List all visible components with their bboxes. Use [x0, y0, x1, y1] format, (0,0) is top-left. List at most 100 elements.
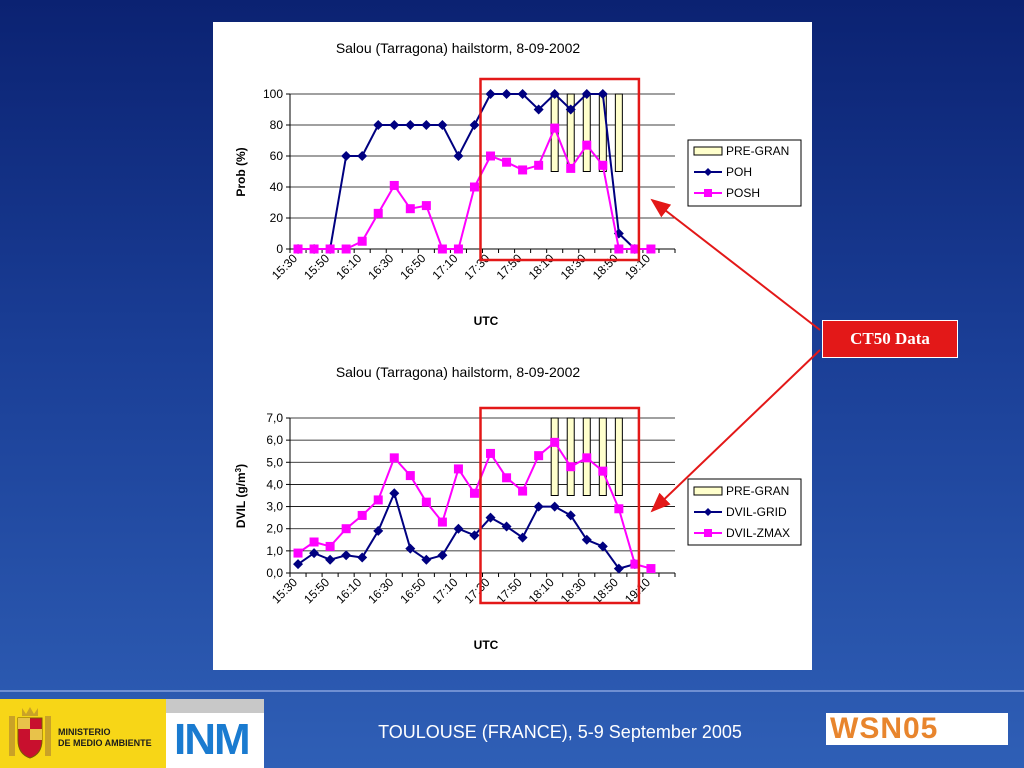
chart-dvil: Salou (Tarragona) hailstorm, 8-09-2002 0,… — [234, 364, 802, 652]
c0-legend-label: POSH — [726, 186, 760, 200]
c0-point-posh — [437, 244, 447, 254]
c1-point-dvil-zmax — [566, 462, 576, 472]
c0-x-axis-label: UTC — [474, 314, 499, 328]
inm-logo-text: INM — [174, 715, 251, 764]
c1-point-dvil-zmax — [405, 471, 415, 481]
c1-y-tick-label: 2,0 — [266, 522, 283, 536]
c0-legend-label: PRE-GRAN — [726, 144, 789, 158]
c0-series-line-poh — [298, 92, 636, 250]
c0-point-poh — [565, 104, 576, 115]
c1-legend-label: DVIL-ZMAX — [726, 526, 790, 540]
ministry-logo: MINISTERIO DE MEDIO AMBIENTE — [0, 699, 166, 768]
c1-series-line-dvil-grid — [297, 490, 636, 570]
c1-y-tick-label: 6,0 — [266, 433, 283, 447]
c1-point-dvil-grid — [357, 552, 368, 563]
c1-point-dvil-grid — [533, 501, 544, 512]
c1-point-dvil-grid — [325, 554, 336, 565]
c0-point-posh — [486, 151, 496, 161]
c1-pregran-bar — [598, 417, 607, 496]
c0-point-posh — [373, 208, 383, 218]
c0-legend: PRE-GRAN POH POSH — [687, 139, 802, 207]
inm-logo: INM — [166, 699, 264, 768]
c1-point-dvil-grid — [341, 550, 352, 561]
c0-point-poh — [517, 89, 528, 99]
inm-logo-band — [166, 699, 264, 713]
c0-title: Salou (Tarragona) hailstorm, 8-09-2002 — [336, 40, 581, 56]
c0-point-poh — [501, 89, 512, 99]
c1-legend-marker — [704, 508, 712, 516]
c1-y-tick-label: 5,0 — [266, 455, 283, 469]
c1-legend-marker — [704, 529, 712, 537]
c1-y-tick-label: 4,0 — [266, 477, 283, 491]
c1-point-dvil-grid — [597, 541, 608, 552]
c1-point-dvil-grid — [469, 530, 480, 541]
footer-divider — [0, 690, 1024, 692]
c0-y-axis-label: Prob (%) — [234, 147, 248, 196]
c0-point-posh — [614, 244, 624, 254]
c0-point-poh — [613, 228, 624, 239]
c1-point-dvil-zmax — [309, 537, 319, 547]
c0-point-poh — [437, 120, 448, 130]
c0-point-poh — [533, 104, 544, 115]
arrow-to-top-chart — [650, 198, 821, 331]
c0-point-posh — [630, 244, 640, 254]
c1-x-axis-label: UTC — [474, 638, 499, 652]
c0-point-posh — [309, 244, 319, 254]
c0-legend-marker — [704, 168, 712, 176]
c0-point-poh — [357, 151, 368, 161]
footer-title: TOULOUSE (FRANCE), 5-9 September 2005 — [378, 722, 742, 742]
c1-point-dvil-grid — [293, 559, 304, 570]
c0-point-posh — [550, 123, 560, 133]
c1-point-dvil-zmax — [373, 495, 383, 505]
c1-point-dvil-grid — [453, 523, 464, 534]
c0-point-posh — [389, 180, 399, 190]
c1-y-axis-label: DVIL (g/m3) — [234, 464, 249, 528]
c1-point-dvil-zmax — [550, 437, 560, 447]
c0-point-poh — [389, 120, 400, 130]
c1-point-dvil-zmax — [389, 453, 399, 463]
c0-point-posh — [357, 236, 367, 246]
c1-legend: PRE-GRAN DVIL-GRID DVIL-ZMAX — [687, 478, 802, 546]
c1-point-dvil-zmax — [293, 548, 303, 558]
c0-y-tick-label: 80 — [270, 118, 284, 132]
c0-point-posh — [598, 160, 608, 170]
c0-point-posh — [405, 204, 415, 214]
c1-y-tick-label: 1,0 — [266, 544, 283, 558]
c1-point-dvil-zmax — [453, 464, 463, 474]
c0-y-tick-label: 100 — [263, 87, 283, 101]
c1-legend-label: PRE-GRAN — [726, 484, 789, 498]
c0-y-tick-label: 20 — [270, 211, 284, 225]
c1-point-dvil-grid — [485, 512, 496, 523]
c0-point-poh — [341, 151, 352, 161]
c0-point-poh — [549, 89, 560, 99]
c1-point-dvil-grid — [613, 563, 624, 574]
c0-point-poh — [581, 89, 592, 99]
c0-legend-marker — [704, 189, 712, 197]
c1-point-dvil-zmax — [325, 541, 335, 551]
c0-y-tick-label: 0 — [276, 242, 283, 256]
c1-legend-swatch — [693, 486, 723, 496]
c0-point-posh — [469, 182, 479, 192]
c1-y-tick-label: 0,0 — [266, 566, 283, 580]
c1-point-dvil-zmax — [421, 497, 431, 507]
c0-point-poh — [453, 151, 464, 161]
arrow-to-bottom-chart — [650, 349, 821, 513]
c1-point-dvil-zmax — [518, 486, 528, 496]
c1-point-dvil-zmax — [598, 466, 608, 476]
c0-point-posh — [325, 244, 335, 254]
c0-ct50-highlight-box — [479, 77, 641, 262]
c1-pregran-bar — [550, 417, 559, 496]
c1-point-dvil-zmax — [534, 451, 544, 461]
c1-point-dvil-grid — [373, 525, 384, 536]
c0-pregran-bar — [614, 93, 623, 172]
c0-y-tick-label: 60 — [270, 149, 284, 163]
c1-point-dvil-grid — [405, 543, 416, 554]
c1-point-dvil-zmax — [437, 517, 447, 527]
c0-point-posh — [502, 157, 512, 167]
c1-pregran-bar — [566, 417, 575, 496]
c1-point-dvil-zmax — [614, 504, 624, 514]
c0-point-poh — [469, 120, 480, 130]
chart-poh-posh: Salou (Tarragona) hailstorm, 8-09-2002 0 2… — [234, 40, 802, 328]
c1-point-dvil-grid — [501, 521, 512, 532]
c1-point-dvil-grid — [389, 488, 400, 499]
